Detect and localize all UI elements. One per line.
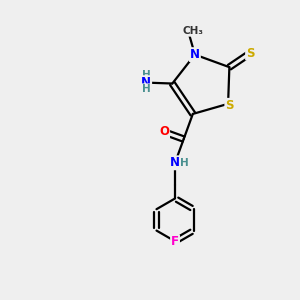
Text: N: N bbox=[190, 48, 200, 61]
Text: N: N bbox=[141, 76, 151, 89]
Text: H: H bbox=[142, 84, 151, 94]
Text: F: F bbox=[171, 236, 179, 248]
Text: H: H bbox=[142, 70, 151, 80]
Text: O: O bbox=[159, 125, 169, 139]
Text: H: H bbox=[180, 158, 189, 168]
Text: N: N bbox=[170, 156, 180, 169]
Text: S: S bbox=[225, 99, 234, 112]
Text: CH₃: CH₃ bbox=[183, 26, 204, 36]
Text: S: S bbox=[246, 46, 255, 59]
